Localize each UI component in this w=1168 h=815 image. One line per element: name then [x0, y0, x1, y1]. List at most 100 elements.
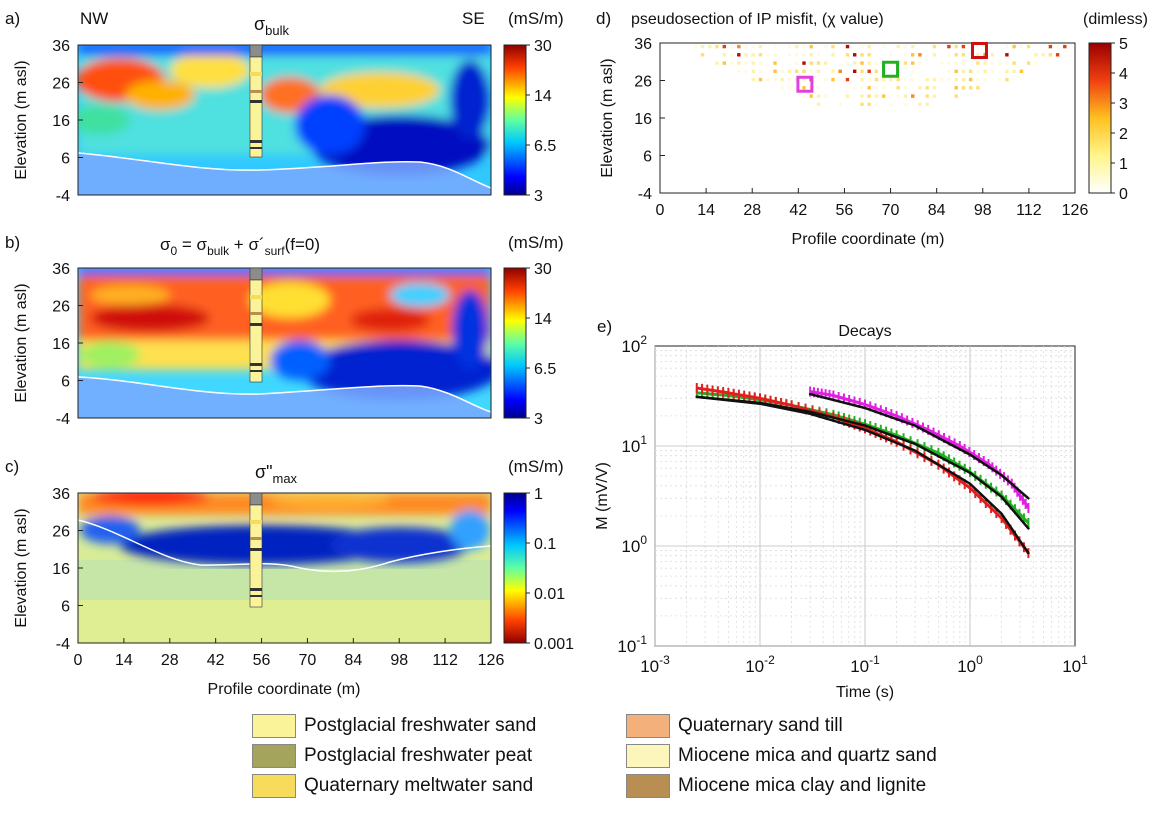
x-tick-label: 100	[957, 653, 983, 676]
misfit-cell	[882, 86, 886, 90]
misfit-cell	[997, 77, 1002, 82]
cb-tick-label: 0.01	[534, 586, 565, 603]
misfit-cell	[1034, 61, 1038, 65]
misfit-cell	[1026, 44, 1031, 49]
misfit-cell	[737, 53, 741, 57]
misfit-cell	[853, 69, 857, 73]
cb-tick-label: 1	[1119, 156, 1128, 173]
misfit-cell	[1012, 69, 1016, 73]
misfit-cell	[874, 77, 879, 82]
misfit-cell	[816, 86, 821, 90]
misfit-cell	[932, 53, 937, 57]
x-tick-label: 112	[1016, 202, 1042, 219]
y-tick-label: 36	[634, 36, 652, 53]
x-tick-label: 14	[697, 202, 715, 219]
panel-c-xticks: 0 14 28 42 56 70 84 98 112 126	[74, 638, 504, 669]
decay-fit-line	[808, 392, 1030, 500]
misfit-cell	[932, 86, 937, 90]
misfit-cell	[961, 61, 966, 65]
x-tick-label: 0	[656, 202, 665, 219]
panel-a-ylabel: Elevation (m asl)	[13, 60, 30, 179]
misfit-cell	[1041, 53, 1045, 57]
misfit-cell	[882, 44, 886, 49]
x-tick-label: 70	[882, 202, 900, 219]
y-tick-label: 26	[52, 299, 70, 316]
y-tick-label: 26	[52, 524, 70, 541]
misfit-cell	[867, 77, 871, 82]
legend-label: Miocene mica and quartz sand	[678, 745, 937, 766]
misfit-cell	[751, 44, 755, 49]
panel-c-cb-ticks: 1 0.1 0.01 0.001	[526, 486, 574, 653]
misfit-cell	[1019, 44, 1024, 49]
cb-tick-label: 6.5	[534, 138, 556, 155]
panel-b-yticks: 36 26 16 6 -4	[52, 261, 83, 428]
misfit-cell	[845, 53, 850, 57]
panel-a-heatmap	[78, 45, 491, 195]
x-tick-label: 28	[743, 202, 761, 219]
legend-item: Miocene mica and quartz sand	[626, 744, 937, 768]
misfit-cell	[795, 61, 799, 65]
cb-tick-label: 6.5	[534, 361, 556, 378]
panel-b-heatmap	[78, 268, 491, 418]
misfit-cell	[787, 69, 792, 73]
y-tick-label: -4	[56, 636, 70, 653]
misfit-cell	[838, 69, 842, 73]
misfit-cell	[874, 61, 879, 65]
misfit-cell	[809, 69, 813, 73]
misfit-cell	[1005, 44, 1009, 49]
misfit-cell	[903, 44, 908, 49]
x-tick-label: 84	[928, 202, 946, 219]
misfit-cell	[860, 69, 864, 73]
misfit-cell	[1005, 53, 1009, 57]
cb-tick-label: 5	[1119, 36, 1128, 53]
panel-e-letter: e)	[597, 317, 612, 336]
misfit-cell	[845, 61, 850, 65]
misfit-cell	[882, 94, 886, 98]
misfit-cell	[860, 86, 864, 90]
misfit-cell	[1034, 53, 1038, 57]
misfit-cell	[1019, 69, 1024, 73]
panel-d-plot	[659, 42, 1076, 194]
highlighted-cell	[796, 75, 814, 93]
cb-tick-label: 14	[534, 311, 552, 328]
y-tick-label: 6	[61, 151, 70, 168]
misfit-cell	[947, 77, 951, 82]
x-tick-label: 14	[115, 652, 133, 669]
misfit-cell	[824, 77, 828, 82]
misfit-cell	[874, 69, 879, 73]
misfit-cell	[787, 77, 792, 82]
legend-swatch	[252, 774, 296, 798]
misfit-cell	[787, 44, 792, 49]
misfit-cell	[802, 86, 806, 90]
misfit-cell	[860, 102, 864, 106]
y-tick-label: 36	[52, 261, 70, 278]
misfit-cell	[903, 94, 908, 98]
misfit-cell	[816, 53, 821, 57]
y-tick-label: 6	[61, 599, 70, 616]
x-tick-label: 126	[1062, 202, 1089, 219]
misfit-cell	[990, 53, 995, 57]
misfit-cell	[816, 69, 821, 73]
misfit-cell	[853, 61, 857, 65]
misfit-cell	[751, 69, 755, 73]
misfit-cell	[1005, 69, 1009, 73]
misfit-cell	[990, 61, 995, 65]
misfit-cell	[715, 61, 719, 65]
y-tick-label: -4	[638, 186, 652, 203]
y-tick-label: -4	[56, 188, 70, 205]
cb-tick-label: 14	[534, 88, 552, 105]
misfit-cell	[903, 77, 908, 82]
misfit-cell	[940, 61, 944, 65]
y-tick-label: 16	[52, 561, 70, 578]
y-tick-label: 16	[634, 111, 652, 128]
misfit-cell	[976, 86, 980, 90]
misfit-cell	[802, 53, 806, 57]
misfit-cell	[693, 44, 697, 49]
misfit-cell	[925, 86, 929, 90]
misfit-cell	[802, 77, 806, 82]
misfit-cell	[1012, 44, 1016, 49]
cb-tick-label: 3	[534, 411, 543, 428]
panel-c-heatmap	[78, 493, 491, 643]
misfit-cell	[831, 77, 835, 82]
misfit-cell	[932, 94, 937, 98]
